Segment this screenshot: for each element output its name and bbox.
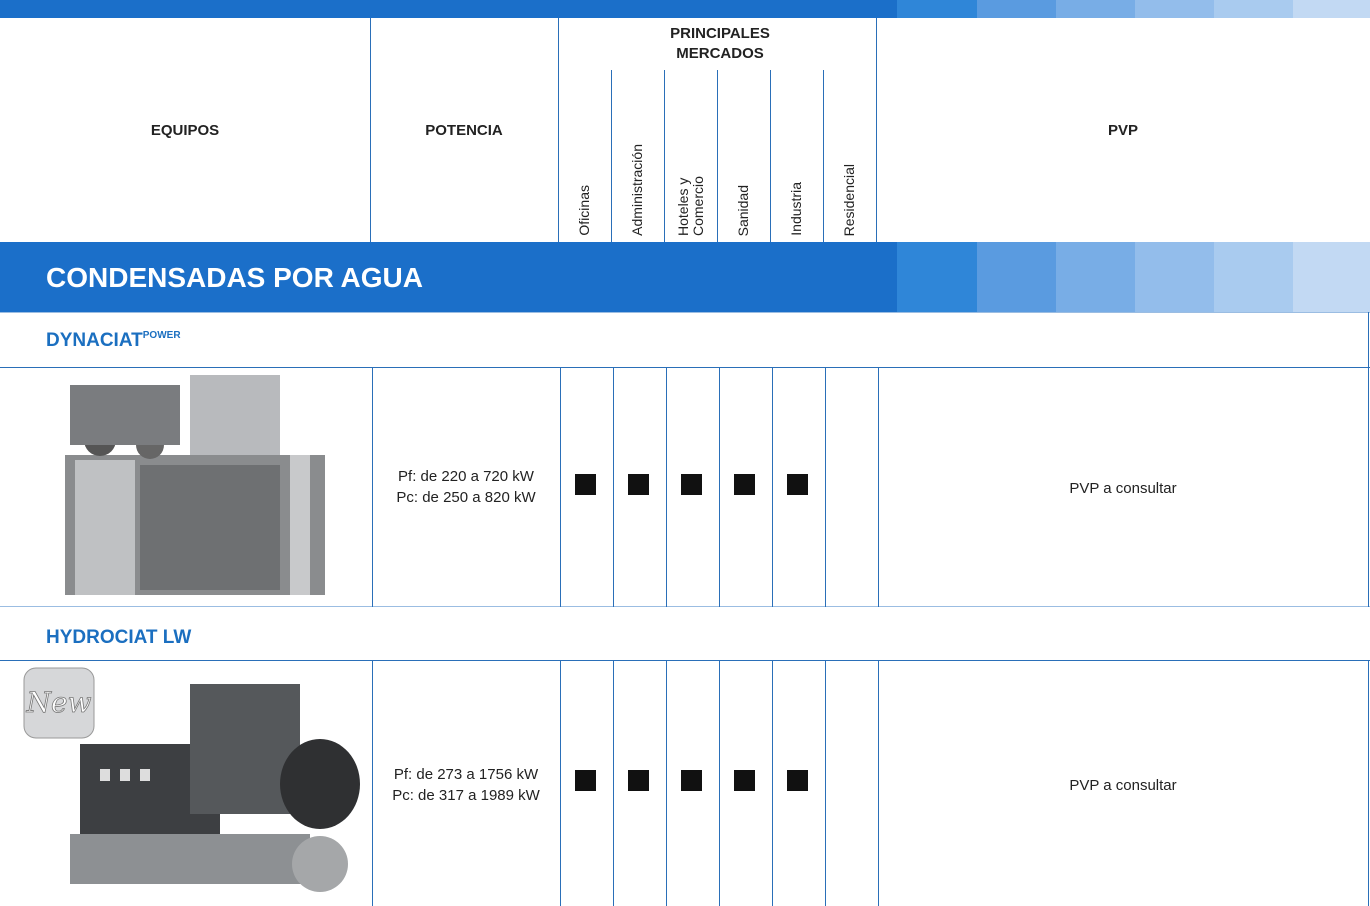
rule <box>772 367 773 607</box>
rule <box>666 660 667 906</box>
rule <box>719 367 720 607</box>
pvp: PVP a consultar <box>1069 777 1177 794</box>
rule <box>0 606 1370 607</box>
rule <box>0 660 1370 661</box>
rule <box>772 660 773 906</box>
badge: New <box>25 686 91 719</box>
market-label: Industria <box>788 182 804 236</box>
market-label: Oficinas <box>576 185 592 236</box>
rule <box>1368 660 1369 906</box>
rule <box>560 367 561 607</box>
section-title: CONDENSADAS POR AGUA <box>46 262 423 293</box>
market-label: Sanidad <box>735 184 751 236</box>
market-label: Administración <box>629 144 645 236</box>
bar-seg <box>1293 0 1370 18</box>
product-image <box>65 375 325 595</box>
rule <box>719 660 720 906</box>
product-name: DYNACIATPOWER <box>46 330 181 352</box>
rule <box>372 367 373 607</box>
potencia-line: Pf: de 273 a 1756 kW <box>393 766 539 783</box>
pvp: PVP a consultar <box>1069 480 1177 497</box>
potencia: Pf: de 273 a 1756 kW Pc: de 317 a 1989 kW <box>372 764 560 806</box>
market-marker <box>575 474 596 495</box>
rule <box>372 660 373 906</box>
band-seg <box>977 242 1056 312</box>
bar-seg <box>1056 0 1135 18</box>
bar-seg <box>897 0 977 18</box>
bar-seg <box>977 0 1056 18</box>
rule <box>878 367 879 607</box>
section-band <box>0 242 897 312</box>
rule <box>370 18 371 242</box>
col-header: PVP <box>1107 121 1138 139</box>
rule <box>823 70 824 242</box>
market-marker <box>628 770 649 791</box>
band-seg <box>1293 242 1370 312</box>
market-marker <box>575 770 596 791</box>
rule <box>876 18 877 242</box>
rule <box>825 660 826 906</box>
rule <box>825 367 826 607</box>
potencia: Pf: de 220 a 720 kW Pc: de 250 a 820 kW <box>372 466 560 508</box>
market-header: Hoteles y Comercio <box>664 70 717 242</box>
top-bar <box>0 0 897 18</box>
col-header: POTENCIA <box>425 121 503 139</box>
market-marker <box>681 770 702 791</box>
bar-seg <box>1135 0 1214 18</box>
col-header: PRINCIPALES MERCADOS <box>670 25 770 62</box>
market-header: Sanidad <box>717 70 770 242</box>
rule <box>558 18 559 242</box>
band-seg <box>1056 242 1135 312</box>
band-seg <box>897 242 977 312</box>
rule <box>0 367 1370 368</box>
rule <box>613 660 614 906</box>
rule <box>770 70 771 242</box>
market-header: Industria <box>770 70 823 242</box>
rule <box>878 660 879 906</box>
rule <box>611 70 612 242</box>
rule <box>0 312 1370 313</box>
market-marker <box>787 474 808 495</box>
market-header: Oficinas <box>558 70 611 242</box>
rule <box>560 660 561 906</box>
rule <box>1368 312 1369 607</box>
name-sup: POWER <box>142 330 181 341</box>
market-marker <box>681 474 702 495</box>
market-header: Residencial <box>823 70 876 242</box>
market-label: Residencial <box>841 163 857 236</box>
rule <box>664 70 665 242</box>
product-image: New <box>23 667 360 892</box>
market-marker <box>734 474 755 495</box>
band-seg <box>1135 242 1214 312</box>
market-marker <box>787 770 808 791</box>
potencia-line: Pf: de 220 a 720 kW <box>398 468 534 485</box>
rule <box>613 367 614 607</box>
market-label: Hoteles y Comercio <box>674 176 706 236</box>
rule <box>666 367 667 607</box>
bar-seg <box>1214 0 1293 18</box>
product-name: HYDROCIAT LW <box>46 627 192 648</box>
name: DYNACIAT <box>46 330 143 351</box>
market-marker <box>628 474 649 495</box>
market-marker <box>734 770 755 791</box>
market-header: Administración <box>611 70 664 242</box>
col-header: EQUIPOS <box>150 121 220 139</box>
potencia-line: Pc: de 250 a 820 kW <box>396 489 536 506</box>
potencia-line: Pc: de 317 a 1989 kW <box>392 787 540 804</box>
band-seg <box>1214 242 1293 312</box>
rule <box>717 70 718 242</box>
